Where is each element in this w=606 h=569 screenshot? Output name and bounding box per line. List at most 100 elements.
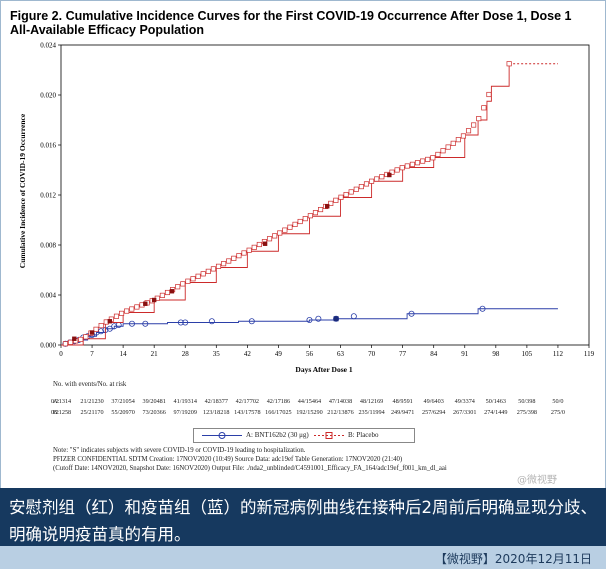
placebo-censor-marker <box>302 216 308 222</box>
risk-arm-b-label: B: <box>53 409 59 416</box>
placebo-censor-marker <box>93 326 99 332</box>
risk-cell-b: 55/20970 <box>111 409 135 416</box>
placebo-censor-marker <box>420 158 426 164</box>
note-source: PFIZER CONFIDENTIAL SDTM Creation: 17NOV… <box>53 456 403 463</box>
y-tick-label: 0.000 <box>40 342 56 350</box>
placebo-severe-marker <box>325 204 330 209</box>
x-tick-label: 56 <box>306 350 314 358</box>
placebo-censor-marker <box>348 189 354 195</box>
risk-cell-b: 166/17025 <box>265 409 292 416</box>
risk-cell-a: 42/18377 <box>204 398 228 405</box>
x-tick-label: 28 <box>182 350 190 358</box>
risk-cell-b: 0/21258 <box>50 409 72 416</box>
vaccine-censor-marker <box>315 315 322 322</box>
vaccine-censor-marker <box>177 319 184 326</box>
placebo-censor-marker <box>221 261 227 267</box>
risk-cell-a: 50/1463 <box>485 398 506 405</box>
vaccine-censor-marker <box>111 323 118 330</box>
vaccine-censor-marker <box>306 316 313 323</box>
placebo-severe-marker <box>169 289 175 294</box>
risk-cell-a: 21/21230 <box>80 398 104 405</box>
risk-cell-b: 267/3301 <box>453 409 477 416</box>
y-tick-label: 0.024 <box>40 42 56 50</box>
risk-cell-a: 48/12169 <box>359 398 384 405</box>
risk-cell-a: 41/19314 <box>173 398 197 405</box>
placebo-censor-marker <box>404 163 410 169</box>
placebo-censor-marker <box>476 116 482 122</box>
vaccine-censor-marker <box>182 319 189 326</box>
placebo-censor-marker <box>241 250 247 256</box>
placebo-censor-marker <box>307 213 313 219</box>
y-axis-label: Cumulative Incidence of COVID-19 Occurre… <box>18 113 27 268</box>
placebo-censor-marker <box>210 266 216 272</box>
km-chart: 0.000 0.004 0.008 0.012 0.016 0.020 0.024 0 7 14 2… <box>18 42 595 375</box>
placebo-severe-marker <box>107 319 113 324</box>
vaccine-censor-marker <box>333 315 340 322</box>
placebo-censor-marker <box>318 207 324 213</box>
note-severe: Note: "S" indicates subjects with severe… <box>53 447 306 454</box>
placebo-censor-marker <box>343 192 349 198</box>
risk-cell-b: 123/18218 <box>203 409 230 416</box>
x-tick-label: 105 <box>522 350 533 358</box>
placebo-censor-marker <box>389 169 395 175</box>
placebo-censor-marker <box>363 181 370 187</box>
placebo-censor-marker <box>287 224 293 230</box>
risk-cell-a: 44/15464 <box>297 398 322 405</box>
x-tick-label: 35 <box>213 350 221 358</box>
placebo-censor-marker <box>124 308 130 314</box>
placebo-severe-marker <box>262 241 268 246</box>
risk-cell-a: 49/3374 <box>454 398 475 405</box>
risk-cell-b: 275/398 <box>516 409 538 416</box>
risk-cell-b: 257/6294 <box>422 409 446 416</box>
y-tick-label: 0.020 <box>40 92 56 100</box>
legend-vaccine-label: A: BNT162b2 (30 μg) <box>246 431 309 439</box>
placebo-censor-marker <box>205 268 211 274</box>
placebo-censor-marker <box>180 281 186 287</box>
placebo-censor-marker <box>486 91 492 98</box>
plot-area-border <box>60 44 590 346</box>
vaccine-censor-marker <box>128 320 135 327</box>
placebo-censor-marker <box>312 210 319 216</box>
placebo-censor-marker <box>481 105 487 111</box>
risk-cell-b: 249/9471 <box>390 409 415 416</box>
placebo-censor-marker <box>460 133 466 139</box>
placebo-censor-marker <box>175 284 181 290</box>
risk-cell-a: 42/17186 <box>266 398 291 405</box>
placebo-censor-marker <box>379 174 385 180</box>
risk-row-b: B: 0/21258 25/21170 55/20970 73/20366 97/192… <box>50 409 573 419</box>
placebo-censor-marker <box>399 165 405 171</box>
vaccine-curve <box>61 308 558 346</box>
placebo-censor-marker <box>409 161 415 167</box>
placebo-censor-marker <box>256 241 262 248</box>
x-tick-label: 77 <box>399 350 407 358</box>
placebo-censor-marker <box>353 186 359 192</box>
placebo-censor-marker <box>282 227 288 233</box>
placebo-censor-marker <box>215 263 222 269</box>
placebo-censor-marker <box>134 304 140 310</box>
risk-row-a: A: 0/21314 21/21230 37/21054 39/20481 41/193… <box>50 398 573 408</box>
risk-cell-a: 0/21314 <box>50 398 72 405</box>
risk-cell-b: 212/13876 <box>327 409 354 416</box>
placebo-censor-marker <box>333 197 339 203</box>
placebo-censor-marker <box>159 292 165 298</box>
risk-cell-a: 50/398 <box>518 398 536 405</box>
x-tick-label: 119 <box>584 350 595 358</box>
placebo-censor-marker <box>328 200 334 206</box>
risk-cell-b: 235/11994 <box>358 409 385 416</box>
risk-cell-a: 42/17702 <box>235 398 260 405</box>
vaccine-severe-marker <box>333 316 339 322</box>
y-tick-label: 0.004 <box>40 292 56 300</box>
placebo-censor-marker <box>190 276 196 282</box>
legend-vaccine-swatch <box>202 431 242 442</box>
placebo-severe-marker <box>151 297 157 303</box>
x-tick-label: 98 <box>492 350 500 358</box>
placebo-censor-marker <box>236 253 242 259</box>
placebo-severe-marker <box>89 330 95 335</box>
risk-cell-a: 37/21054 <box>111 398 135 405</box>
x-tick-label: 0 <box>59 350 63 358</box>
placebo-censor-marker <box>129 306 135 312</box>
placebo-severe-marker <box>72 336 77 341</box>
x-tick-label: 7 <box>90 350 94 358</box>
placebo-censor-marker <box>195 273 201 279</box>
